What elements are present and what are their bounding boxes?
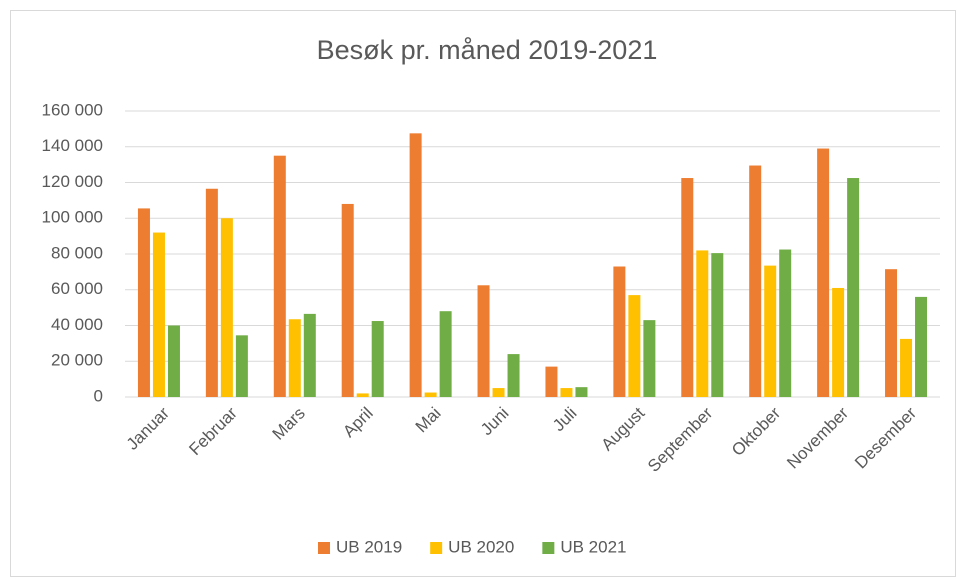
bar	[847, 178, 860, 397]
bar	[575, 387, 588, 397]
y-tick-label: 160 000	[42, 100, 103, 119]
bar	[152, 232, 165, 397]
legend-label: UB 2020	[448, 537, 514, 556]
y-tick-label: 0	[94, 386, 103, 405]
bar	[613, 266, 626, 397]
legend-swatch	[318, 542, 330, 554]
chart-title: Besøk pr. måned 2019-2021	[317, 35, 658, 65]
legend-label: UB 2019	[336, 537, 402, 556]
bar	[915, 296, 928, 397]
bar	[628, 295, 641, 397]
bar	[303, 313, 316, 397]
y-tick-label: 140 000	[42, 136, 103, 155]
bar	[545, 366, 558, 397]
bar	[492, 388, 505, 397]
y-tick-label: 40 000	[51, 315, 103, 334]
bar	[341, 203, 354, 397]
bar	[288, 319, 301, 397]
bar	[681, 178, 694, 397]
bar	[817, 148, 830, 397]
bar	[439, 311, 452, 397]
bar	[273, 155, 286, 397]
bar	[711, 253, 724, 397]
bar	[560, 388, 573, 397]
bar	[137, 208, 150, 397]
y-tick-label: 80 000	[51, 243, 103, 262]
bar	[764, 265, 777, 397]
y-tick-label: 120 000	[42, 172, 103, 191]
bar	[477, 285, 490, 397]
bar	[643, 320, 656, 397]
bar	[885, 269, 898, 397]
bar	[371, 321, 384, 397]
bar	[356, 393, 369, 397]
bar	[749, 165, 762, 397]
y-tick-label: 20 000	[51, 351, 103, 370]
bar	[779, 249, 792, 397]
y-tick-label: 60 000	[51, 279, 103, 298]
legend-swatch	[430, 542, 443, 554]
y-tick-label: 100 000	[42, 208, 103, 227]
bar	[900, 338, 913, 397]
bar	[696, 250, 709, 397]
bar	[235, 335, 248, 397]
bar	[507, 354, 520, 397]
bar	[205, 188, 218, 397]
legend-label: UB 2021	[560, 537, 626, 556]
bar	[409, 133, 422, 397]
bar	[220, 218, 233, 397]
bar	[424, 392, 437, 397]
bar	[167, 325, 180, 397]
bar	[832, 287, 845, 397]
legend-swatch	[542, 542, 555, 554]
